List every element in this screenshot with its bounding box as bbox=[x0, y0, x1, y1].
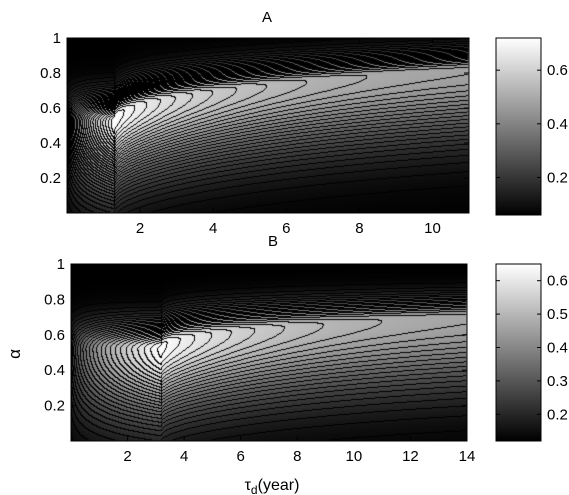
panel-b-heatmap bbox=[71, 264, 467, 441]
y-tick-label: 0.6 bbox=[40, 100, 61, 117]
x-tick-label: 4 bbox=[180, 448, 188, 465]
panel-b: B 2 4 6 8 10 12 14 0.20.40.60.81 0.20.30.40.50… bbox=[5, 233, 568, 495]
colorbar-tick-label: 0.6 bbox=[547, 273, 568, 290]
colorbar-gradient bbox=[495, 37, 542, 216]
colorbar-tick-label: 0.2 bbox=[547, 169, 568, 186]
x-tick-label: 8 bbox=[355, 220, 363, 237]
panel-b-colorbar: 0.2 0.3 0.4 0.5 0.6 bbox=[495, 263, 568, 442]
panel-a-colorbar: 0.2 0.4 0.6 bbox=[495, 37, 568, 216]
y-tick-label: 0.2 bbox=[44, 398, 65, 415]
y-tick-label: 0.4 bbox=[40, 135, 61, 152]
panel-b-heatmap-image bbox=[71, 264, 467, 441]
panel-a: A 2 4 6 8 10 0.2 0.4 0.6 0.8 1 0.2 0.4 0.6 bbox=[40, 9, 568, 237]
panel-a-y-ticks: 0.2 0.4 0.6 0.8 1 bbox=[40, 30, 469, 187]
x-tick-label: 12 bbox=[402, 448, 419, 465]
x-tick-label: 8 bbox=[293, 448, 301, 465]
colorbar-tick-label: 0.3 bbox=[547, 373, 568, 390]
panel-a-heatmap bbox=[67, 38, 469, 213]
y-tick-label: 1 bbox=[57, 256, 65, 273]
panel-b-title: B bbox=[268, 233, 278, 250]
x-tick-label: 6 bbox=[282, 220, 290, 237]
y-tick-label: 0.2 bbox=[40, 170, 61, 187]
colorbar-gradient bbox=[495, 263, 542, 442]
colorbar-tick-label: 0.4 bbox=[547, 339, 568, 356]
x-tick-label: 6 bbox=[237, 448, 245, 465]
x-tick-label: 10 bbox=[346, 448, 363, 465]
panel-b-x-ticks: 2 4 6 8 10 12 14 bbox=[123, 264, 475, 465]
y-tick-label: 0.8 bbox=[44, 291, 65, 308]
x-tick-label: 2 bbox=[136, 220, 144, 237]
colorbar-tick-label: 0.5 bbox=[547, 306, 568, 323]
panel-a-x-ticks: 2 4 6 8 10 bbox=[136, 38, 441, 237]
panel-a-title: A bbox=[262, 9, 272, 26]
y-tick-label: 0.4 bbox=[44, 362, 65, 379]
x-tick-label: 14 bbox=[459, 448, 476, 465]
panel-b-ylabel: α bbox=[5, 349, 24, 359]
panel-b-y-ticks: 0.2 0.4 0.6 0.8 1 bbox=[44, 256, 467, 415]
x-tick-label: 4 bbox=[209, 220, 217, 237]
x-tick-label: 10 bbox=[424, 220, 441, 237]
colorbar-tick-label: 0.2 bbox=[547, 406, 568, 423]
panel-a-heatmap-image bbox=[67, 38, 469, 213]
y-tick-label: 0.8 bbox=[40, 65, 61, 82]
x-tick-label: 2 bbox=[123, 448, 131, 465]
colorbar-tick-label: 0.6 bbox=[547, 62, 568, 79]
panel-a-axes-frame bbox=[66, 37, 470, 214]
panel-b-axes-frame bbox=[70, 263, 468, 442]
y-tick-label: 1 bbox=[53, 30, 61, 47]
panel-b-xlabel: τd(year) bbox=[245, 477, 300, 495]
colorbar-tick-label: 0.4 bbox=[547, 116, 568, 133]
y-tick-label: 0.6 bbox=[44, 327, 65, 344]
